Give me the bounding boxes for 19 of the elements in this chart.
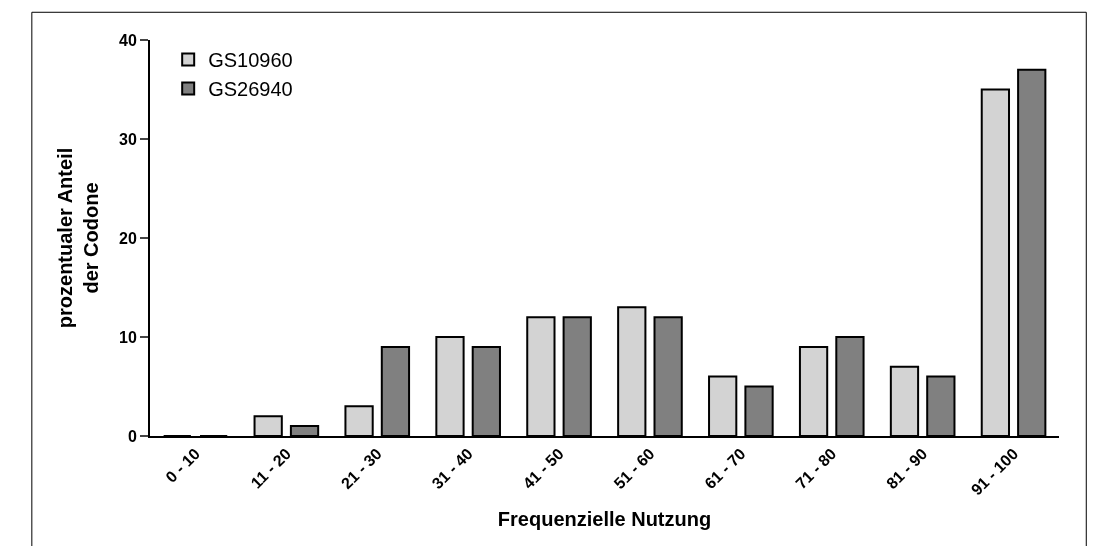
x-tick-label: 0 - 10 xyxy=(162,444,204,486)
y-tick-label: 10 xyxy=(119,328,137,346)
x-tick-label: 11 - 20 xyxy=(247,444,295,492)
x-tick-label: 41 - 50 xyxy=(519,444,567,493)
y-tick-label: 30 xyxy=(119,130,137,148)
y-tick-label: 40 xyxy=(119,31,137,49)
legend-label: GS26940 xyxy=(208,78,293,101)
x-tick-label: 21 - 30 xyxy=(337,444,386,493)
y-axis-title: prozentualer Anteil der Codone xyxy=(54,147,102,329)
x-tick-label: 91 - 100 xyxy=(967,444,1022,499)
x-tick-label: 31 - 40 xyxy=(428,444,476,493)
y-tick-label: 0 xyxy=(127,427,137,445)
x-tick-label: 71 - 80 xyxy=(792,444,840,493)
y-tick-label: 20 xyxy=(119,229,137,247)
legend-label: GS10960 xyxy=(208,49,293,72)
x-axis-title: Frequenzielle Nutzung xyxy=(497,508,712,531)
x-tick-label: 61 - 70 xyxy=(701,444,749,493)
x-tick-label: 81 - 90 xyxy=(883,444,931,493)
x-tick-label: 51 - 60 xyxy=(610,444,658,493)
